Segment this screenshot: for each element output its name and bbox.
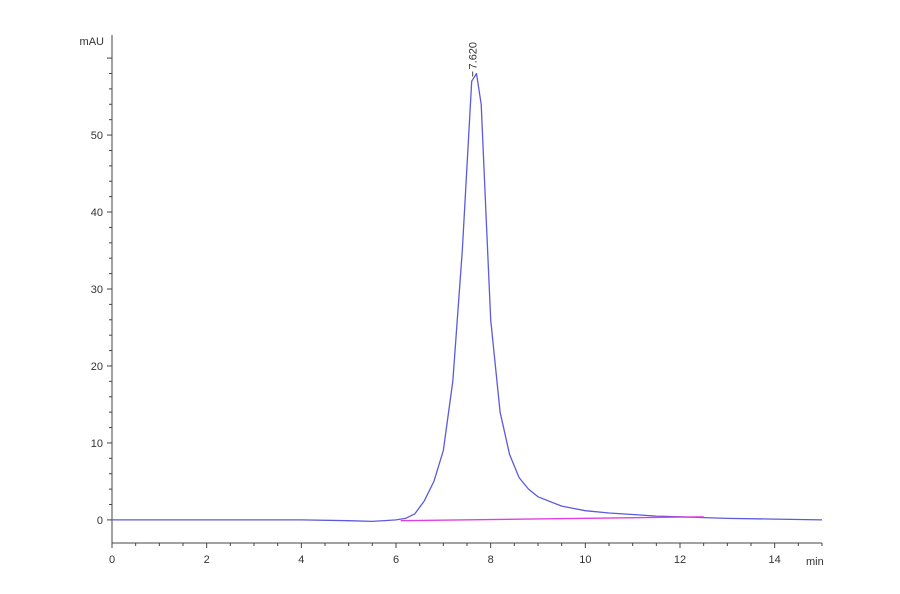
y-tick-label: 30	[91, 284, 103, 296]
x-tick-label: 14	[769, 554, 781, 566]
x-tick-label: 8	[488, 554, 494, 566]
y-axis-label: mAU	[80, 36, 105, 48]
x-tick-label: 6	[393, 554, 399, 566]
x-tick-label: 10	[579, 554, 591, 566]
x-tick-label: 12	[674, 554, 686, 566]
x-tick-label: 0	[109, 554, 115, 566]
baseline-line	[400, 516, 704, 522]
peak-retention-label: 7.620	[468, 42, 480, 70]
labels: 0 2 4 6 8 10 12 14 0 10 20 30 40 50 mAU min 7.620	[80, 36, 824, 568]
plot-area	[112, 72, 823, 523]
x-axis-label: min	[806, 556, 824, 568]
x-tick-label: 4	[298, 554, 304, 566]
y-tick-label: 10	[91, 438, 103, 450]
y-tick-label: 50	[91, 130, 103, 142]
axes	[107, 35, 823, 548]
y-tick-label: 0	[97, 515, 103, 527]
x-tick-label: 2	[204, 554, 210, 566]
y-tick-label: 40	[91, 207, 103, 219]
y-tick-label: 20	[91, 361, 103, 373]
signal-line	[112, 72, 823, 523]
